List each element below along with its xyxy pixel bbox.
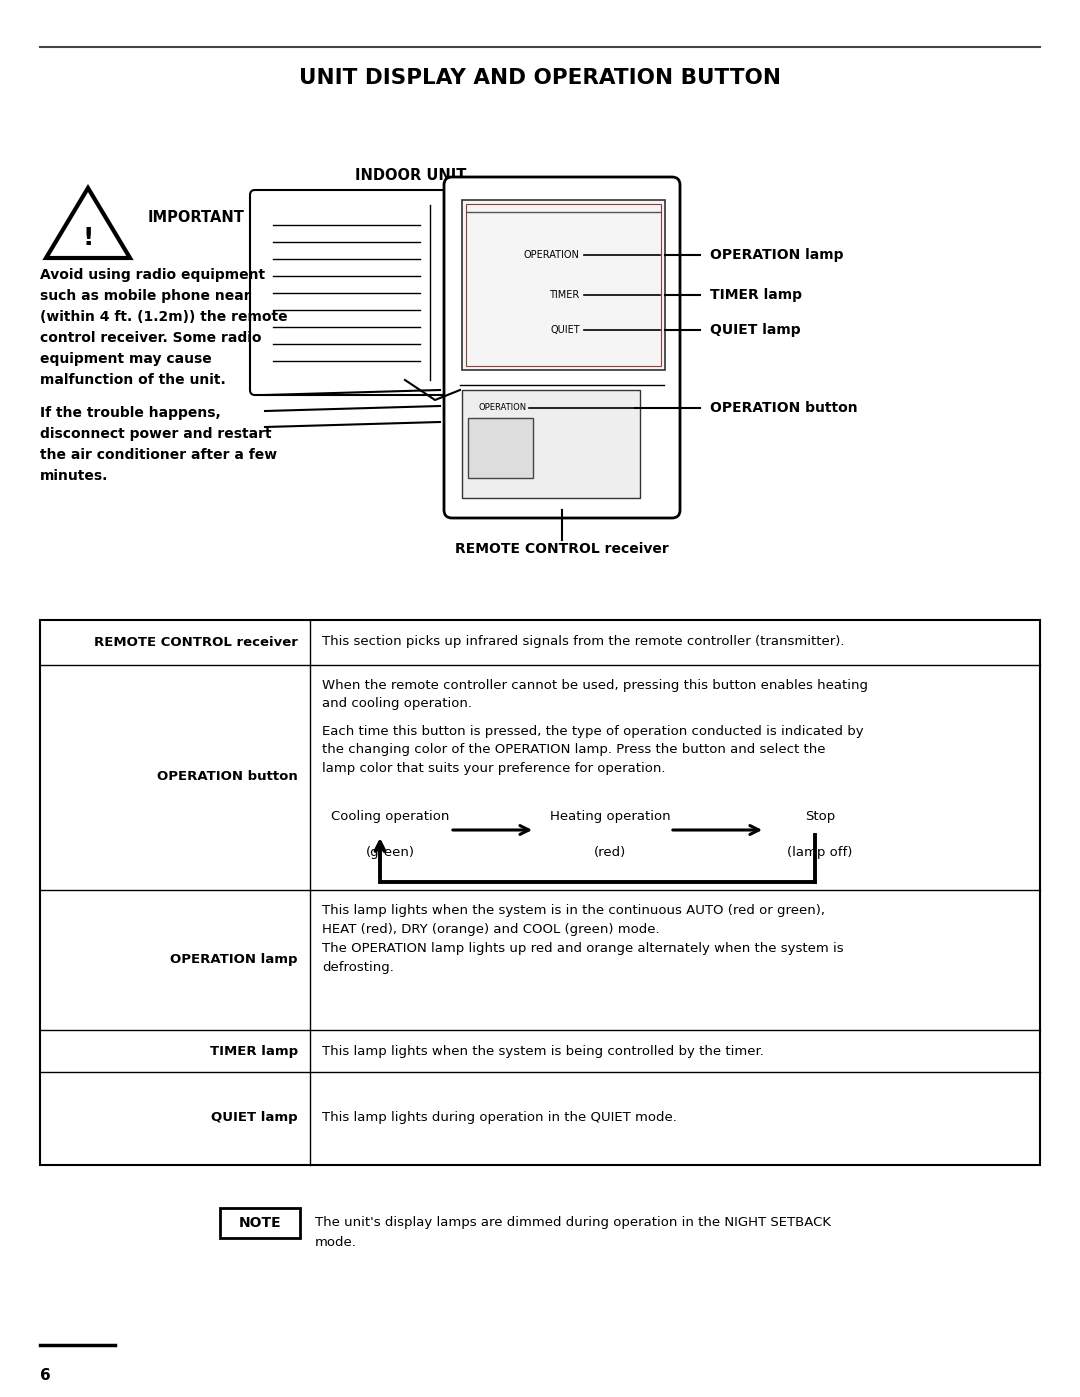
Text: This lamp lights during operation in the QUIET mode.: This lamp lights during operation in the… (322, 1112, 677, 1125)
Bar (465, 204, 661, 366)
Text: OPERATION lamp: OPERATION lamp (710, 249, 843, 263)
Text: When the remote controller cannot be used, pressing this button enables heating: When the remote controller cannot be use… (322, 679, 868, 692)
Text: If the trouble happens,: If the trouble happens, (40, 407, 220, 420)
Text: This lamp lights when the system is in the continuous AUTO (red or green),: This lamp lights when the system is in t… (322, 904, 825, 916)
Text: NOTE: NOTE (239, 1215, 281, 1229)
Text: the changing color of the OPERATION lamp. Press the button and select the: the changing color of the OPERATION lamp… (322, 743, 825, 757)
Text: malfunction of the unit.: malfunction of the unit. (40, 373, 226, 387)
Text: lamp color that suits your preference for operation.: lamp color that suits your preference fo… (322, 761, 665, 775)
Text: control receiver. Some radio: control receiver. Some radio (40, 331, 261, 345)
Text: QUIET lamp: QUIET lamp (710, 323, 800, 337)
Text: OPERATION: OPERATION (478, 404, 527, 412)
Text: The OPERATION lamp lights up red and orange alternately when the system is: The OPERATION lamp lights up red and ora… (322, 942, 843, 956)
Text: TIMER lamp: TIMER lamp (710, 288, 802, 302)
Text: the air conditioner after a few: the air conditioner after a few (40, 448, 278, 462)
Text: HEAT (red), DRY (orange) and COOL (green) mode.: HEAT (red), DRY (orange) and COOL (green… (322, 923, 660, 936)
Bar (468, 418, 534, 478)
Text: OPERATION lamp: OPERATION lamp (171, 954, 298, 967)
Bar (462, 390, 640, 497)
Text: Cooling operation: Cooling operation (330, 810, 449, 823)
Text: REMOTE CONTROL receiver: REMOTE CONTROL receiver (455, 542, 669, 556)
Text: (within 4 ft. (1.2m)) the remote: (within 4 ft. (1.2m)) the remote (40, 310, 287, 324)
Text: Stop: Stop (805, 810, 835, 823)
Text: INDOOR UNIT: INDOOR UNIT (355, 168, 467, 183)
Text: equipment may cause: equipment may cause (40, 352, 212, 366)
Text: defrosting.: defrosting. (322, 961, 394, 974)
Text: !: ! (82, 226, 94, 250)
Text: This section picks up infrared signals from the remote controller (transmitter).: This section picks up infrared signals f… (322, 636, 845, 648)
Bar (220, 1208, 300, 1238)
Text: QUIET lamp: QUIET lamp (212, 1112, 298, 1125)
Text: Heating operation: Heating operation (550, 810, 671, 823)
Text: such as mobile phone near: such as mobile phone near (40, 289, 251, 303)
Text: minutes.: minutes. (40, 469, 108, 483)
Text: (red): (red) (594, 847, 626, 859)
Text: OPERATION button: OPERATION button (710, 401, 858, 415)
Text: (lamp off): (lamp off) (787, 847, 853, 859)
Text: disconnect power and restart: disconnect power and restart (40, 427, 272, 441)
Text: TIMER lamp: TIMER lamp (210, 1045, 298, 1058)
Bar (462, 200, 665, 370)
Text: 6: 6 (40, 1368, 51, 1383)
Text: IMPORTANT: IMPORTANT (148, 211, 245, 225)
Text: Avoid using radio equipment: Avoid using radio equipment (40, 268, 265, 282)
Text: REMOTE CONTROL receiver: REMOTE CONTROL receiver (94, 636, 298, 648)
Text: UNIT DISPLAY AND OPERATION BUTTON: UNIT DISPLAY AND OPERATION BUTTON (299, 68, 781, 88)
Text: OPERATION: OPERATION (524, 250, 580, 260)
Text: TIMER: TIMER (550, 291, 580, 300)
Text: QUIET: QUIET (550, 326, 580, 335)
Bar (40, 620, 1040, 1165)
Text: mode.: mode. (315, 1236, 356, 1249)
FancyBboxPatch shape (444, 177, 680, 518)
Text: This lamp lights when the system is being controlled by the timer.: This lamp lights when the system is bein… (322, 1045, 764, 1058)
Text: Each time this button is pressed, the type of operation conducted is indicated b: Each time this button is pressed, the ty… (322, 725, 864, 738)
Text: (green): (green) (365, 847, 415, 859)
Text: OPERATION button: OPERATION button (158, 771, 298, 784)
Polygon shape (46, 189, 130, 258)
FancyBboxPatch shape (249, 190, 450, 395)
Text: and cooling operation.: and cooling operation. (322, 697, 472, 711)
Text: The unit's display lamps are dimmed during operation in the NIGHT SETBACK: The unit's display lamps are dimmed duri… (315, 1215, 831, 1229)
